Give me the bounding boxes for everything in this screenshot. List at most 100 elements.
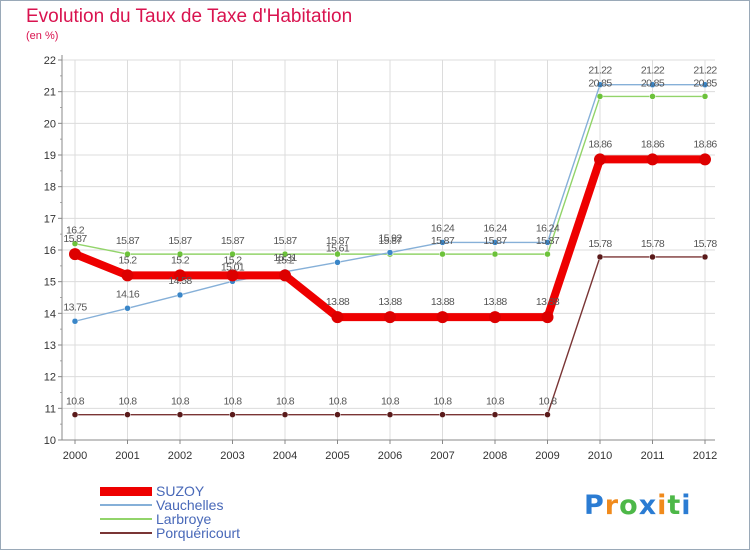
- data-point: [281, 411, 289, 418]
- data-label: 10.8: [538, 396, 557, 408]
- data-label: 21.22: [641, 65, 665, 77]
- x-tick-label: 2007: [430, 450, 454, 462]
- data-point: [701, 93, 709, 100]
- data-point: [649, 93, 656, 100]
- data-label: 10.8: [486, 396, 505, 408]
- data-label: 15.01: [221, 261, 245, 273]
- data-label: 20.85: [588, 77, 612, 89]
- legend-label: Larbroye: [156, 511, 212, 527]
- y-tick-label: 19: [44, 150, 56, 162]
- data-point: [386, 411, 394, 418]
- legend-label: Vauchelles: [156, 497, 224, 513]
- logo-letter: t: [667, 490, 682, 521]
- x-tick-label: 2010: [588, 450, 612, 462]
- data-label: 10.8: [171, 396, 190, 408]
- data-label: 15.87: [168, 235, 192, 247]
- data-point: [649, 81, 656, 88]
- data-label: 10.8: [433, 396, 452, 408]
- data-label: 10.8: [223, 396, 242, 408]
- data-point: [439, 411, 446, 418]
- data-point: [594, 153, 606, 166]
- data-point: [229, 411, 236, 418]
- data-point: [439, 250, 446, 258]
- y-tick-label: 22: [44, 55, 56, 67]
- logo-letter: i: [657, 490, 668, 521]
- y-tick-label: 18: [44, 182, 56, 194]
- y-tick-label: 14: [44, 308, 56, 320]
- y-tick-label: 15: [44, 277, 56, 289]
- x-tick-label: 2001: [115, 450, 139, 462]
- y-tick-label: 12: [44, 372, 56, 384]
- data-point: [279, 269, 291, 282]
- logo-letter: P: [584, 490, 605, 521]
- x-tick-label: 2012: [693, 450, 717, 462]
- data-point: [596, 81, 604, 88]
- data-point: [544, 250, 551, 258]
- data-label: 20.85: [641, 77, 665, 89]
- legend-swatch: [100, 518, 152, 520]
- data-point: [124, 411, 131, 418]
- data-label: 13.88: [378, 296, 402, 308]
- data-label: 13.88: [483, 296, 507, 308]
- data-point: [226, 269, 239, 282]
- data-point: [701, 253, 709, 261]
- data-label: 21.22: [693, 65, 717, 77]
- data-point: [334, 250, 341, 258]
- data-point: [384, 311, 396, 324]
- data-label: 10.8: [66, 396, 85, 408]
- y-tick-label: 21: [44, 87, 56, 99]
- x-tick-label: 2002: [168, 450, 192, 462]
- y-tick-label: 13: [44, 340, 56, 352]
- data-label: 15.92: [378, 233, 402, 245]
- logo-letter: o: [619, 490, 639, 521]
- data-point: [176, 411, 184, 418]
- data-point: [334, 259, 341, 266]
- data-point: [491, 239, 499, 246]
- data-point: [541, 311, 554, 324]
- y-tick-label: 11: [45, 403, 56, 415]
- data-label: 15.31: [273, 252, 297, 264]
- legend-item: SUZOY: [100, 483, 204, 499]
- unit-label: (en %): [26, 30, 59, 42]
- legend-item: Vauchelles: [100, 497, 223, 513]
- data-label: 15.87: [378, 235, 402, 247]
- data-label: 10.8: [276, 396, 295, 408]
- x-tick-label: 2008: [483, 450, 507, 462]
- grid: [62, 59, 715, 441]
- data-label: 10.8: [118, 396, 137, 408]
- data-point: [649, 253, 656, 261]
- data-label: 15.2: [223, 254, 242, 266]
- data-point: [331, 311, 344, 324]
- data-point: [71, 240, 79, 247]
- legend-item: Porquéricourt: [100, 525, 240, 541]
- data-label: 13.88: [431, 296, 455, 308]
- data-label: 15.87: [63, 233, 87, 245]
- data-point: [596, 253, 604, 261]
- data-point: [229, 250, 236, 258]
- data-point: [71, 411, 79, 418]
- legend-label: SUZOY: [156, 483, 205, 499]
- legend-swatch: [100, 486, 152, 496]
- y-tick-label: 17: [44, 213, 56, 225]
- data-point: [646, 153, 659, 166]
- logo-letter: i: [681, 490, 692, 521]
- data-point: [124, 305, 131, 312]
- data-point: [596, 93, 604, 100]
- data-point: [174, 269, 186, 282]
- data-point: [489, 311, 501, 324]
- y-tick-label: 16: [44, 245, 56, 257]
- data-point: [436, 311, 449, 324]
- legend-item: Larbroye: [100, 511, 211, 527]
- data-label: 15.78: [641, 238, 665, 250]
- data-point: [334, 411, 341, 418]
- data-label: 14.16: [116, 288, 140, 300]
- x-tick-label: 2011: [641, 450, 665, 462]
- data-point: [176, 291, 184, 299]
- data-point: [124, 250, 131, 258]
- data-label: 16.24: [431, 222, 455, 234]
- data-label: 16.24: [536, 222, 560, 234]
- y-tick-label: 20: [44, 118, 56, 130]
- data-point: [491, 411, 499, 418]
- data-label: 18.86: [588, 138, 612, 150]
